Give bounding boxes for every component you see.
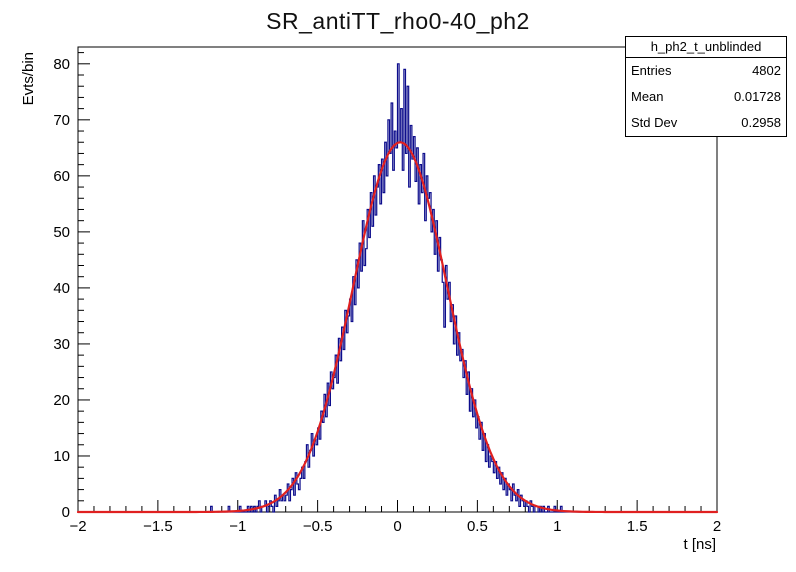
stats-row-stddev: Std Dev 0.2958: [626, 110, 786, 136]
histogram-line: [78, 63, 717, 513]
stats-stddev-value: 0.2958: [741, 115, 781, 130]
stats-row-entries: Entries 4802: [626, 58, 786, 84]
x-tick-label: −2: [69, 518, 86, 535]
chart-title: SR_antiTT_rho0-40_ph2: [266, 8, 530, 34]
y-tick-label: 0: [62, 504, 70, 521]
stats-entries-label: Entries: [631, 63, 672, 78]
x-tick-label: 1.5: [627, 518, 648, 535]
stats-mean-label: Mean: [631, 89, 664, 104]
stats-stddev-label: Std Dev: [631, 115, 678, 130]
y-tick-label: 20: [53, 392, 70, 409]
x-tick-label: −0.5: [303, 518, 333, 535]
x-tick-label: 2: [713, 518, 721, 535]
x-axis-title: t [ns]: [683, 536, 716, 553]
x-tick-label: 0: [393, 518, 401, 535]
stats-box-title: h_ph2_t_unblinded: [626, 37, 786, 58]
fit-curve: [76, 141, 719, 514]
stats-row-mean: Mean 0.01728: [626, 84, 786, 110]
y-tick-label: 40: [53, 280, 70, 297]
y-tick-label: 70: [53, 112, 70, 129]
y-tick-label: 60: [53, 168, 70, 185]
y-tick-label: 80: [53, 56, 70, 73]
y-axis-title: Evts/bin: [20, 52, 37, 106]
y-tick-label: 10: [53, 448, 70, 465]
y-tick-label: 50: [53, 224, 70, 241]
x-tick-label: 1: [553, 518, 561, 535]
stats-box: h_ph2_t_unblinded Entries 4802 Mean 0.01…: [625, 36, 787, 137]
stats-mean-value: 0.01728: [734, 89, 781, 104]
x-tick-label: 0.5: [467, 518, 488, 535]
x-tick-label: −1: [229, 518, 246, 535]
stats-entries-value: 4802: [752, 63, 781, 78]
y-tick-label: 30: [53, 336, 70, 353]
x-tick-label: −1.5: [143, 518, 173, 535]
